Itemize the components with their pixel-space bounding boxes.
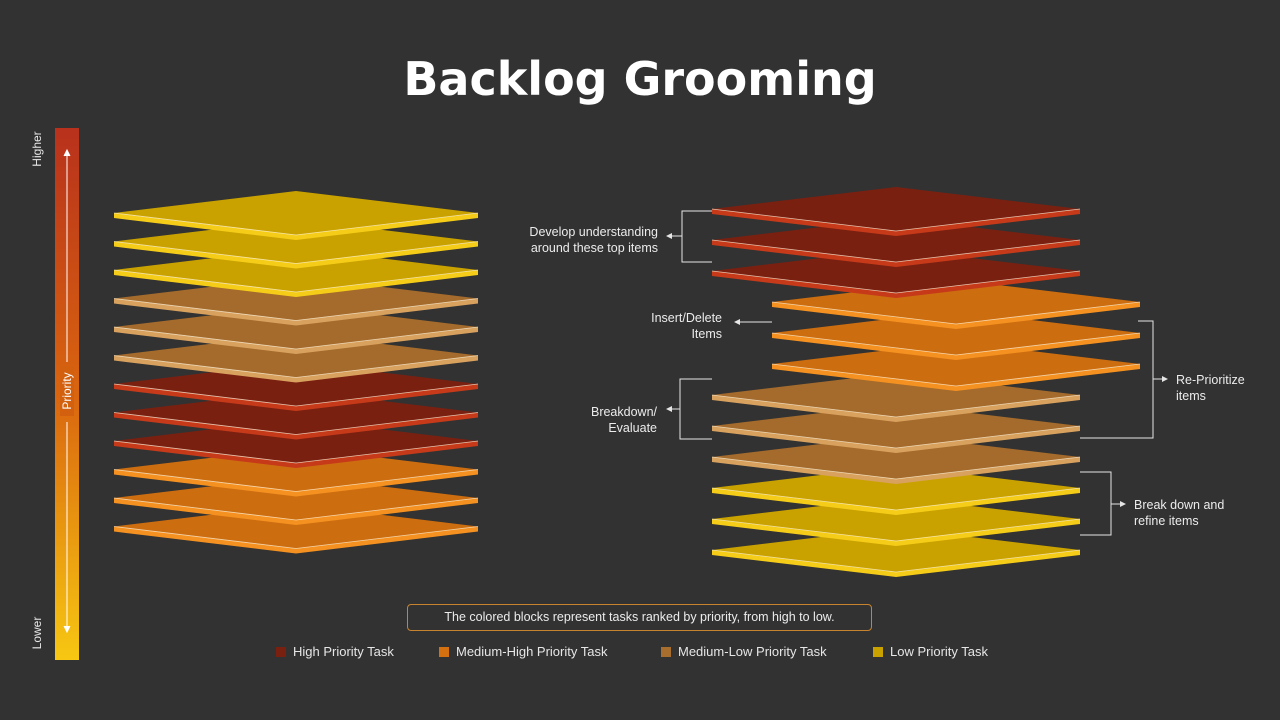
legend-item-high: High Priority Task (276, 644, 394, 659)
legend-item-medium-high: Medium-High Priority Task (439, 644, 607, 659)
plate-medhigh (113, 476, 479, 525)
plate-high (711, 249, 1081, 298)
plate-medlow (113, 333, 479, 383)
plate-high (113, 362, 479, 411)
legend-label-medium-low: Medium-Low Priority Task (678, 644, 827, 659)
plate-medlow (113, 305, 479, 354)
axis-priority-label: Priority (60, 366, 74, 416)
annotation-insert-delete: Insert/Delete Items (651, 311, 722, 341)
legend-label-high: High Priority Task (293, 644, 394, 659)
connectors (666, 210, 1168, 536)
legend-swatch-high (276, 646, 286, 657)
plate-high (711, 218, 1081, 267)
page-title: Backlog Grooming (403, 52, 877, 106)
plate-medhigh (771, 342, 1141, 391)
legend-swatch-medium-low (661, 646, 671, 657)
plate-low (711, 528, 1081, 577)
annotation-develop: Develop understanding around these top i… (529, 225, 658, 255)
plate-medhigh (771, 311, 1141, 360)
legend: High Priority Task Medium-High Priority … (0, 644, 1280, 662)
plate-high (113, 419, 479, 468)
plate-low (113, 248, 479, 297)
develop-bracket (681, 210, 712, 263)
legend-note: The colored blocks represent tasks ranke… (407, 604, 872, 631)
priority-arrow (63, 148, 71, 634)
annotation-reprioritize: Re-Prioritize items (1176, 373, 1245, 403)
plate-high (711, 187, 1081, 236)
plate-medlow (711, 435, 1081, 484)
left-stack (113, 191, 479, 554)
legend-label-low: Low Priority Task (890, 644, 989, 659)
refine-bracket (1080, 471, 1112, 536)
plate-medhigh (113, 447, 479, 497)
right-stack (711, 187, 1141, 577)
legend-label-medium-high: Medium-High Priority Task (456, 644, 608, 659)
plate-medlow (113, 276, 479, 326)
plate-low (113, 191, 479, 240)
annotation-refine: Break down and refine items (1134, 498, 1225, 528)
breakdown-bracket (679, 378, 712, 440)
plate-medlow (711, 404, 1081, 453)
plate-medhigh (113, 504, 479, 554)
plate-low (711, 497, 1081, 546)
legend-swatch-low (873, 646, 883, 657)
axis-higher-label: Higher (30, 131, 44, 167)
plate-low (113, 219, 479, 269)
legend-item-low: Low Priority Task (873, 644, 988, 659)
plate-low (711, 466, 1081, 515)
legend-item-medium-low: Medium-Low Priority Task (661, 644, 827, 659)
legend-swatch-medium-high (439, 646, 449, 657)
annotation-breakdown: Breakdown/ Evaluate (590, 405, 657, 435)
plate-high (113, 390, 479, 440)
